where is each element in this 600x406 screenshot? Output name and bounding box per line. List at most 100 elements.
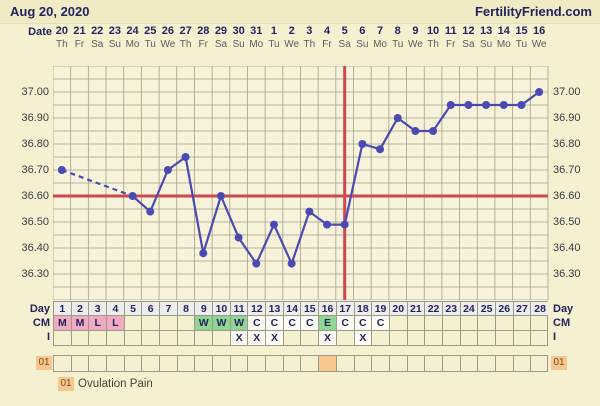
cm-cell: W [195, 316, 214, 330]
intercourse-cell [195, 331, 214, 345]
weekday-label: Su [356, 39, 369, 50]
note-cell [248, 356, 267, 371]
day-cell[interactable]: 13 [266, 302, 284, 315]
cm-cell [514, 316, 532, 330]
cm-cell: W [213, 316, 231, 330]
day-cell[interactable]: 12 [248, 302, 267, 315]
date-number: 29 [214, 25, 228, 37]
day-cell[interactable]: 1 [54, 302, 72, 315]
temp-point-day-14 [287, 259, 296, 268]
cm-cell: M [54, 316, 72, 330]
cm-cell: C [248, 316, 267, 330]
day-cell[interactable]: 8 [177, 302, 196, 315]
day-cell[interactable]: 25 [478, 302, 496, 315]
day-cell[interactable]: 24 [460, 302, 479, 315]
day-cell[interactable]: 15 [301, 302, 320, 315]
day-cell[interactable]: 26 [495, 302, 514, 315]
day-cell[interactable]: 3 [89, 302, 108, 315]
note-cell [213, 356, 231, 371]
note-cell [178, 356, 196, 371]
temp-point-day-17 [340, 220, 349, 229]
note-cell [478, 356, 496, 371]
day-cell[interactable]: 9 [195, 302, 214, 315]
day-cell[interactable]: 11 [230, 302, 249, 315]
note-cell [355, 356, 373, 371]
date-number: 4 [323, 25, 331, 37]
day-cell[interactable]: 2 [71, 302, 90, 315]
date-number: 8 [394, 25, 401, 37]
fertilityfriend-link[interactable]: FertilityFriend.com [474, 4, 592, 19]
cm-cell [160, 316, 178, 330]
note-cell [142, 356, 161, 371]
intercourse-cell: X [230, 331, 249, 345]
cm-cell: C [372, 316, 390, 330]
temp-point-day-15 [305, 207, 314, 216]
weekday-label: Sa [91, 39, 104, 50]
note-cell [390, 356, 408, 371]
day-cell[interactable]: 23 [442, 302, 461, 315]
intercourse-cell [284, 331, 302, 345]
day-cell[interactable]: 27 [513, 302, 532, 315]
day-cell[interactable]: 10 [213, 302, 231, 315]
cm-cell: L [107, 316, 125, 330]
cm-cell [496, 316, 514, 330]
day-cell[interactable]: 5 [124, 302, 143, 315]
intercourse-cell [89, 331, 108, 345]
day-cell[interactable]: 18 [354, 302, 373, 315]
date-number: 5 [341, 25, 348, 37]
date-number: 31 [250, 25, 263, 37]
temp-point-day-25 [482, 101, 491, 109]
annotation-text: Ovulation Pain [78, 378, 153, 390]
day-cell[interactable]: 16 [319, 302, 337, 315]
grid-lines [53, 66, 549, 300]
temp-axis-label-left: 36.70 [21, 164, 49, 176]
intercourse-cell [337, 331, 355, 345]
note-cell [337, 356, 355, 371]
annotation-number-chip: 01 [58, 377, 74, 391]
intercourse-cell: X [266, 331, 284, 345]
weekday-label: Tu [144, 39, 156, 50]
temp-point-day-9 [199, 249, 208, 258]
temp-point-day-11 [234, 233, 243, 242]
temp-axis-label-right: 36.60 [553, 190, 581, 202]
weekday-label: Su [479, 39, 493, 50]
date-number: 2 [288, 25, 295, 37]
cm-cell: C [354, 316, 373, 330]
day-cell[interactable]: 28 [531, 302, 549, 315]
weekday-label: Fr [198, 39, 208, 50]
temp-point-day-6 [146, 207, 155, 216]
weekday-label: Th [303, 39, 316, 50]
day-cell[interactable]: 21 [407, 302, 426, 315]
temp-point-day-19 [376, 145, 385, 154]
date-number: 28 [197, 25, 210, 37]
date-number: 15 [515, 25, 528, 37]
note-cell [496, 356, 514, 371]
weekday-label: Fr [322, 39, 332, 50]
day-cell[interactable]: 19 [372, 302, 390, 315]
day-cell[interactable]: 7 [160, 302, 178, 315]
intercourse-cell [478, 331, 496, 345]
day-cell[interactable]: 17 [336, 302, 355, 315]
note-cell [301, 356, 320, 371]
day-cell[interactable]: 6 [142, 302, 161, 315]
intercourse-cell [301, 331, 320, 345]
date-number: 27 [179, 25, 192, 37]
day-cell[interactable]: 20 [389, 302, 408, 315]
temp-point-day-27 [517, 101, 526, 109]
notes-row-chip-right: 01 [551, 356, 567, 370]
day-cell[interactable]: 4 [107, 302, 125, 315]
cm-cell [178, 316, 196, 330]
day-cell[interactable]: 22 [425, 302, 443, 315]
note-cell [125, 356, 143, 371]
intercourse-cell [178, 331, 196, 345]
intercourse-cell [54, 331, 72, 345]
date-row-label: Date [28, 26, 52, 38]
note-cell [54, 356, 72, 371]
date-number: 22 [91, 25, 104, 37]
day-cell[interactable]: 14 [283, 302, 302, 315]
cm-cell: C [266, 316, 284, 330]
temp-point-day-24 [464, 101, 473, 109]
intercourse-cell [142, 331, 161, 345]
